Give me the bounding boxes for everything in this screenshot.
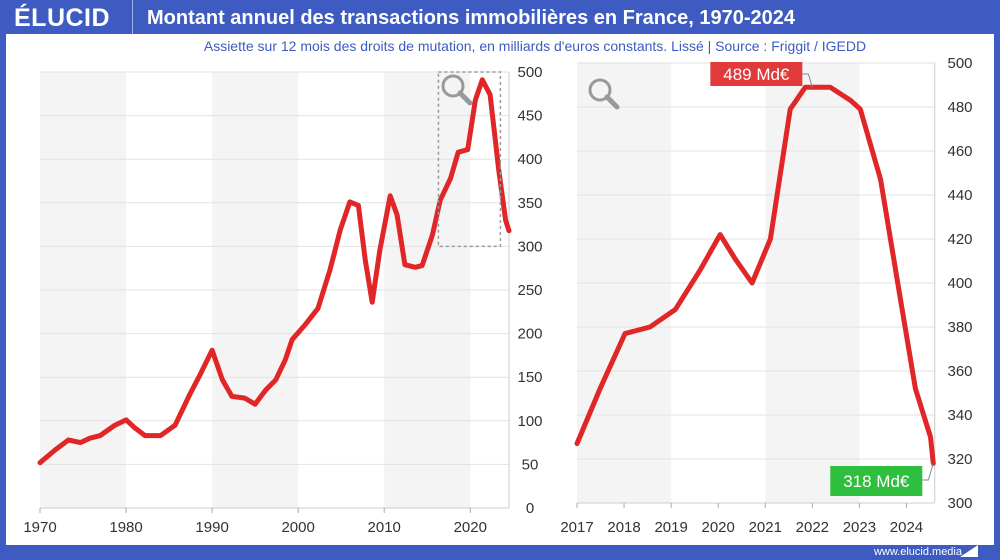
y-tick-label: 500 (947, 55, 972, 72)
series-line (37, 77, 512, 466)
header-divider (132, 0, 133, 34)
elucid-logo: ÉLUCID (14, 4, 111, 32)
x-tick-label: 2018 (607, 519, 640, 536)
y-tick-label: 360 (947, 363, 972, 380)
x-tick-label: 2021 (749, 519, 782, 536)
y-tick-label: 350 (517, 195, 542, 212)
x-tick-label: 2022 (796, 519, 829, 536)
y-tick-label: 50 (522, 456, 539, 473)
y-tick-label: 340 (947, 407, 972, 424)
header-bar: ÉLUCID Montant annuel des transactions i… (0, 0, 1000, 34)
x-tick-label: 1980 (109, 519, 142, 536)
annotation-leader (802, 73, 813, 88)
min-label-box (830, 466, 923, 496)
y-tick-label: 480 (947, 99, 972, 116)
x-tick-label: 2023 (843, 519, 876, 536)
magnifier-icon (588, 78, 620, 110)
x-tick-label: 2024 (890, 519, 923, 536)
max-label-box (710, 62, 803, 86)
magnifier-handle (457, 90, 473, 106)
y-tick-label: 250 (517, 282, 542, 299)
x-tick-label: 1990 (195, 519, 228, 536)
x-tick-label: 2017 (560, 519, 593, 536)
y-tick-label: 380 (947, 319, 972, 336)
y-tick-label: 150 (517, 369, 542, 386)
y-tick-label: 460 (947, 143, 972, 160)
elucid-mark-icon (960, 545, 978, 557)
magnifier-handle (604, 94, 620, 110)
y-tick-label: 400 (517, 151, 542, 168)
magnifier-lens (588, 78, 612, 102)
min-label: 318 Md€ (843, 472, 910, 491)
y-tick-label: 200 (517, 326, 542, 343)
x-tick-label: 1970 (23, 519, 56, 536)
max-label: 489 Md€ (723, 65, 790, 84)
y-tick-label: 100 (517, 413, 542, 430)
y-tick-label: 300 (947, 495, 972, 512)
footer-url[interactable]: www.elucid.media (873, 546, 962, 558)
series-line (574, 84, 936, 466)
x-tick-label: 2020 (454, 519, 487, 536)
y-tick-label: 450 (517, 108, 542, 125)
magnifier-lens (441, 74, 465, 98)
y-tick-label: 440 (947, 187, 972, 204)
x-tick-label: 2020 (702, 519, 735, 536)
zoom-box (437, 71, 502, 248)
x-tick-label: 2019 (654, 519, 687, 536)
y-tick-label: 0 (526, 500, 534, 517)
chart-title: Montant annuel des transactions immobili… (147, 7, 795, 29)
chart-subtitle: Assiette sur 12 mois des droits de mutat… (203, 38, 867, 54)
x-tick-label: 2000 (281, 519, 314, 536)
y-tick-label: 400 (947, 275, 972, 292)
y-tick-label: 420 (947, 231, 972, 248)
y-tick-label: 500 (517, 64, 542, 81)
y-tick-label: 320 (947, 451, 972, 468)
annotation-leader (922, 463, 934, 481)
y-tick-label: 300 (517, 238, 542, 255)
x-tick-label: 2010 (368, 519, 401, 536)
magnifier-icon (441, 74, 473, 106)
